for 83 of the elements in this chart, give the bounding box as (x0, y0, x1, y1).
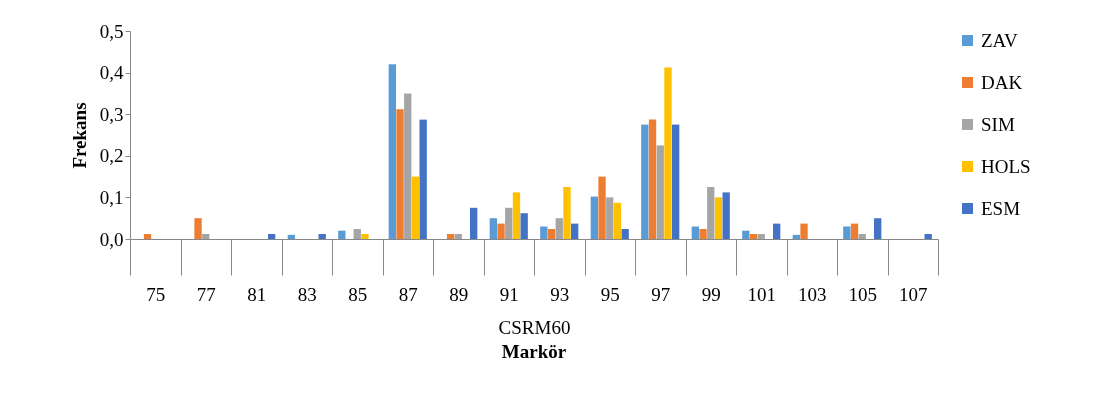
x-tick-label: 97 (651, 283, 671, 305)
x-tick-label: 77 (196, 283, 216, 305)
bar (606, 197, 614, 239)
x-tick-label: 83 (297, 283, 317, 305)
bar (497, 223, 505, 239)
bar (792, 234, 800, 239)
x-tick-label: 107 (899, 283, 928, 305)
bar (707, 187, 715, 239)
bar (800, 223, 808, 239)
bar (773, 223, 781, 239)
y-tick-label: 0,5 (99, 20, 124, 42)
x-tick-label: 81 (247, 283, 267, 305)
bar (396, 109, 404, 239)
bar (924, 234, 932, 239)
bar (470, 207, 478, 239)
bar (446, 234, 455, 239)
bar (318, 234, 326, 239)
bar (520, 213, 528, 239)
bar (699, 229, 707, 239)
bar (388, 64, 396, 239)
bar (540, 226, 548, 239)
legend-label: ESM (981, 197, 1021, 219)
y-tick-label: 0,1 (99, 186, 124, 208)
bar (505, 207, 513, 239)
bar (268, 234, 276, 239)
x-tick-label: 89 (449, 283, 469, 305)
bar (641, 124, 649, 239)
legend-label: SIM (981, 113, 1015, 135)
x-axis-title: Markör (501, 341, 567, 362)
bar (202, 234, 210, 239)
bar (858, 234, 866, 239)
bar (454, 234, 462, 239)
bar (353, 229, 361, 239)
y-axis-title: Frekans (68, 102, 90, 169)
x-tick-label: 105 (848, 283, 877, 305)
bar (874, 218, 882, 239)
bar (361, 234, 369, 239)
bar (404, 93, 412, 239)
bar (571, 223, 579, 239)
bar (672, 124, 680, 239)
bar (411, 176, 420, 239)
bar (547, 229, 556, 239)
y-tick-label: 0,4 (99, 62, 124, 84)
legend-label: DAK (981, 71, 1023, 93)
bar (757, 234, 765, 239)
x-tick-label: 103 (798, 283, 827, 305)
bar (512, 192, 521, 239)
bar (843, 226, 851, 239)
bar (722, 192, 730, 239)
x-tick-label: 75 (146, 283, 166, 305)
x-tick-label: 101 (747, 283, 776, 305)
bar (338, 230, 346, 239)
x-tick-label: 85 (348, 283, 368, 305)
legend-label: HOLS (981, 155, 1031, 177)
bar (555, 218, 563, 239)
bar (489, 218, 497, 239)
x-tick-label: 93 (550, 283, 570, 305)
bar (143, 234, 152, 239)
bar (749, 234, 758, 239)
bar (621, 229, 629, 239)
y-tick-label: 0,0 (99, 228, 124, 250)
y-tick-label: 0,3 (99, 103, 124, 125)
text: CSRM60 (498, 316, 571, 338)
bar (656, 145, 664, 239)
bar (613, 202, 622, 239)
bar (598, 176, 606, 239)
bar (287, 234, 295, 239)
legend-label: ZAV (981, 29, 1018, 51)
bar (590, 196, 598, 239)
bar (742, 230, 750, 239)
bar (691, 226, 699, 239)
bar (850, 223, 859, 239)
bar (714, 197, 723, 239)
x-tick-label: 91 (499, 283, 519, 305)
bar (563, 187, 571, 239)
x-tick-label: 95 (600, 283, 620, 305)
x-tick-label: 99 (701, 283, 721, 305)
x-tick-label: 87 (398, 283, 418, 305)
bar (194, 218, 202, 239)
bar (664, 67, 672, 239)
bar (419, 119, 427, 239)
y-tick-label: 0,2 (99, 145, 124, 167)
bar (648, 119, 657, 239)
